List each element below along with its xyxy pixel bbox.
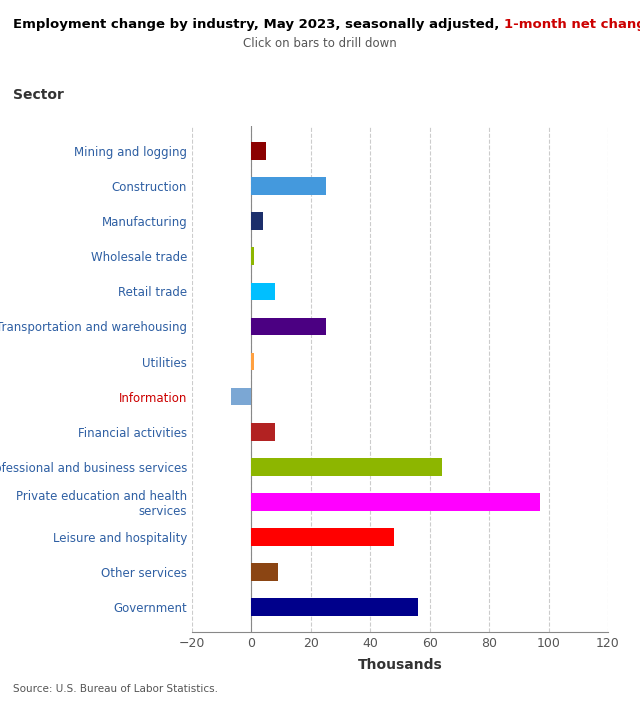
Text: Employment change by industry, May 2023, seasonally adjusted,: Employment change by industry, May 2023,… bbox=[13, 18, 504, 31]
Bar bbox=[252, 598, 418, 616]
Text: Source: U.S. Bureau of Labor Statistics.: Source: U.S. Bureau of Labor Statistics. bbox=[13, 684, 218, 694]
Bar bbox=[252, 352, 254, 370]
Bar bbox=[252, 142, 266, 159]
Bar bbox=[252, 247, 254, 265]
Bar bbox=[252, 528, 394, 546]
Bar bbox=[252, 458, 442, 476]
Bar bbox=[252, 423, 275, 441]
Text: Click on bars to drill down: Click on bars to drill down bbox=[243, 37, 397, 50]
Text: Sector: Sector bbox=[13, 88, 63, 102]
Bar bbox=[252, 317, 326, 335]
Bar bbox=[252, 282, 275, 300]
Bar bbox=[252, 493, 540, 511]
Bar bbox=[230, 388, 252, 405]
Text: 1-month net change: 1-month net change bbox=[504, 18, 640, 31]
Bar bbox=[252, 212, 263, 230]
X-axis label: Thousands: Thousands bbox=[358, 658, 442, 672]
Bar bbox=[252, 563, 278, 581]
Bar bbox=[252, 177, 326, 194]
